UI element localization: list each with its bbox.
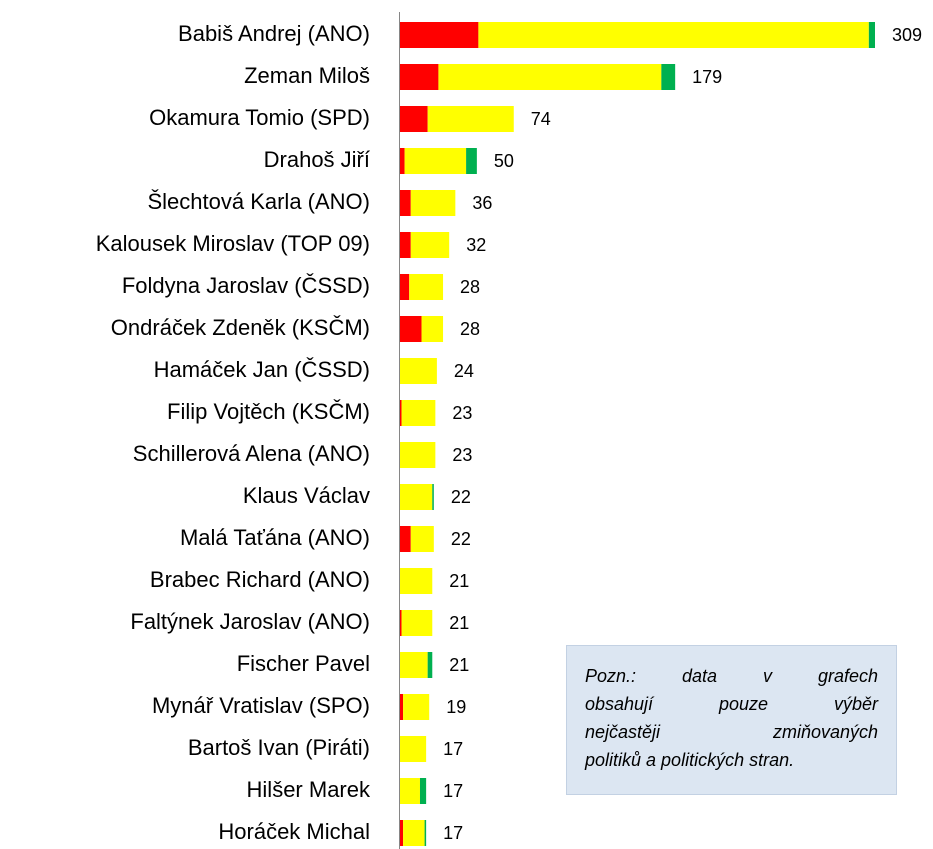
category-label: Klaus Václav	[243, 483, 370, 508]
category-label: Mynář Vratislav (SPO)	[152, 693, 370, 718]
bar-segment	[400, 652, 428, 678]
category-label: Ondráček Zdeněk (KSČM)	[111, 315, 370, 340]
total-label: 50	[494, 151, 514, 171]
bar-segment	[403, 820, 425, 846]
bar-segment	[410, 232, 450, 258]
bar-segment	[400, 274, 410, 300]
category-label: Drahoš Jiří	[264, 147, 370, 172]
category-label: Bartoš Ivan (Piráti)	[188, 735, 370, 760]
total-label: 17	[443, 823, 463, 843]
bar-segment	[466, 148, 477, 174]
category-label: Foldyna Jaroslav (ČSSD)	[122, 273, 370, 298]
note-line: politiků a politických stran.	[585, 750, 795, 770]
total-label: 23	[452, 403, 472, 423]
bar-segment	[421, 316, 444, 342]
bar-segment	[478, 22, 869, 48]
bar-segment	[400, 610, 402, 636]
bar-segment	[403, 694, 430, 720]
category-label: Fischer Pavel	[237, 651, 370, 676]
bar-segment	[400, 64, 439, 90]
category-label: Okamura Tomio (SPD)	[149, 105, 370, 130]
bar-segment	[400, 820, 404, 846]
category-label: Faltýnek Jaroslav (ANO)	[130, 609, 370, 634]
bar-segment	[400, 22, 479, 48]
total-label: 23	[452, 445, 472, 465]
bar-segment	[661, 64, 676, 90]
bar-segment	[400, 232, 411, 258]
bar-segment	[400, 736, 427, 762]
total-label: 21	[449, 655, 469, 675]
bar-segment	[400, 778, 420, 804]
total-label: 309	[892, 25, 922, 45]
bar-segment	[401, 400, 436, 426]
bar-segment	[404, 148, 467, 174]
category-label: Hilšer Marek	[247, 777, 371, 802]
bar-segment	[427, 652, 433, 678]
category-label: Babiš Andrej (ANO)	[178, 21, 370, 46]
category-label: Horáček Michal	[218, 819, 370, 844]
bar-segment	[401, 610, 433, 636]
total-label: 179	[692, 67, 722, 87]
bar-segment	[400, 316, 422, 342]
total-label: 21	[449, 613, 469, 633]
total-label: 36	[472, 193, 492, 213]
bar-segment	[400, 106, 428, 132]
category-label: Šlechtová Karla (ANO)	[147, 189, 370, 214]
category-label: Hamáček Jan (ČSSD)	[154, 357, 370, 382]
bar-segment	[410, 190, 456, 216]
bar-segment	[400, 484, 433, 510]
bar-segment	[400, 400, 402, 426]
note-line: nejčastěji zmiňovaných	[585, 722, 878, 742]
category-label: Filip Vojtěch (KSČM)	[167, 399, 370, 424]
bar-segment	[424, 820, 427, 846]
bar-segment	[400, 358, 437, 384]
total-label: 28	[460, 319, 480, 339]
bar-segment	[400, 190, 411, 216]
total-label: 22	[451, 529, 471, 549]
category-label: Brabec Richard (ANO)	[150, 567, 370, 592]
bar-segment	[400, 148, 405, 174]
total-label: 22	[451, 487, 471, 507]
total-label: 21	[449, 571, 469, 591]
total-label: 17	[443, 781, 463, 801]
total-label: 17	[443, 739, 463, 759]
category-label: Zeman Miloš	[244, 63, 370, 88]
note-line: Pozn.: data v grafech	[585, 666, 878, 686]
bar-segment	[400, 442, 436, 468]
bar-segment	[868, 22, 875, 48]
note-box: Pozn.: data v grafech obsahují pouze výbě…	[566, 645, 897, 795]
bar-segment	[400, 694, 404, 720]
category-label: Kalousek Miroslav (TOP 09)	[96, 231, 370, 256]
bar-segment	[400, 526, 411, 552]
total-label: 28	[460, 277, 480, 297]
bar-segment	[432, 484, 434, 510]
bar-segment	[409, 274, 444, 300]
category-label: Malá Taťána (ANO)	[180, 525, 370, 550]
bar-segment	[438, 64, 662, 90]
total-label: 24	[454, 361, 474, 381]
bar-segment	[400, 568, 433, 594]
bar-segment	[410, 526, 434, 552]
note-line: obsahují pouze výběr	[585, 694, 878, 714]
category-label: Schillerová Alena (ANO)	[133, 441, 370, 466]
total-label: 19	[446, 697, 466, 717]
total-label: 32	[466, 235, 486, 255]
bar-segment	[419, 778, 427, 804]
total-label: 74	[531, 109, 551, 129]
bar-segment	[427, 106, 514, 132]
